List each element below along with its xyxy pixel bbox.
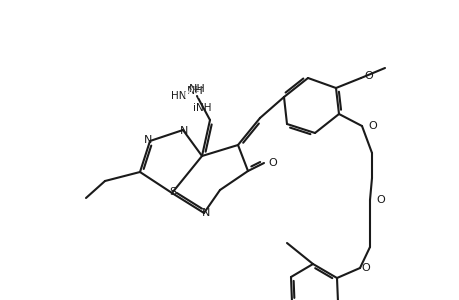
Text: iNH: iNH (192, 103, 211, 113)
Text: iNH: iNH (183, 90, 200, 100)
Text: O: O (375, 195, 384, 205)
Text: O: O (268, 158, 277, 168)
Text: NH: NH (186, 86, 203, 96)
Text: iNH: iNH (185, 87, 202, 97)
Text: NH: NH (188, 84, 205, 94)
Text: O: O (367, 121, 376, 131)
Text: S: S (169, 187, 176, 197)
Text: HN: HN (171, 91, 187, 101)
Text: O: O (360, 263, 369, 273)
Text: N: N (179, 126, 188, 136)
Text: N: N (144, 135, 152, 145)
Text: N: N (202, 208, 210, 218)
Text: O: O (363, 71, 372, 81)
